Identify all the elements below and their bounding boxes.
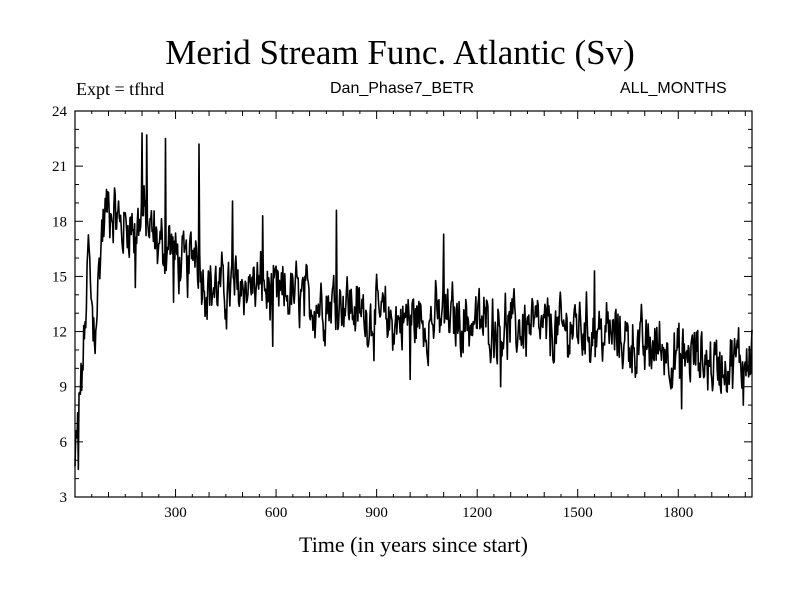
plot-frame: [74, 110, 753, 498]
y-tick-label: 9: [60, 380, 68, 396]
y-tick-label: 18: [52, 214, 67, 230]
y-tick-label: 15: [52, 269, 67, 285]
y-tick-label: 3: [60, 490, 68, 506]
run-label: Dan_Phase7_BETR: [330, 80, 475, 97]
months-label: ALL_MONTHS: [620, 80, 727, 97]
y-tick-label: 6: [60, 435, 68, 451]
x-tick-label: 600: [265, 505, 288, 521]
y-tick-label: 24: [52, 104, 68, 120]
x-axis-label: Time (in years since start): [299, 532, 528, 557]
x-tick-label: 1500: [563, 505, 593, 521]
y-tick-label: 12: [52, 325, 67, 341]
experiment-label: Expt = tfhrd: [76, 79, 165, 99]
x-tick-label: 1800: [663, 505, 693, 521]
y-tick-label: 21: [52, 159, 67, 175]
x-tick-label: 1200: [462, 505, 492, 521]
x-axis: 300 600 900 1200 1500 1800: [74, 111, 746, 521]
chart-title: Merid Stream Func. Atlantic (Sv): [165, 33, 635, 72]
series-line: [74, 132, 753, 471]
plot-line-layer: [74, 132, 753, 471]
x-tick-label: 900: [365, 505, 388, 521]
x-tick-label: 300: [164, 505, 187, 521]
y-axis: 3 6 9 12 15 18 21 24: [52, 104, 752, 506]
